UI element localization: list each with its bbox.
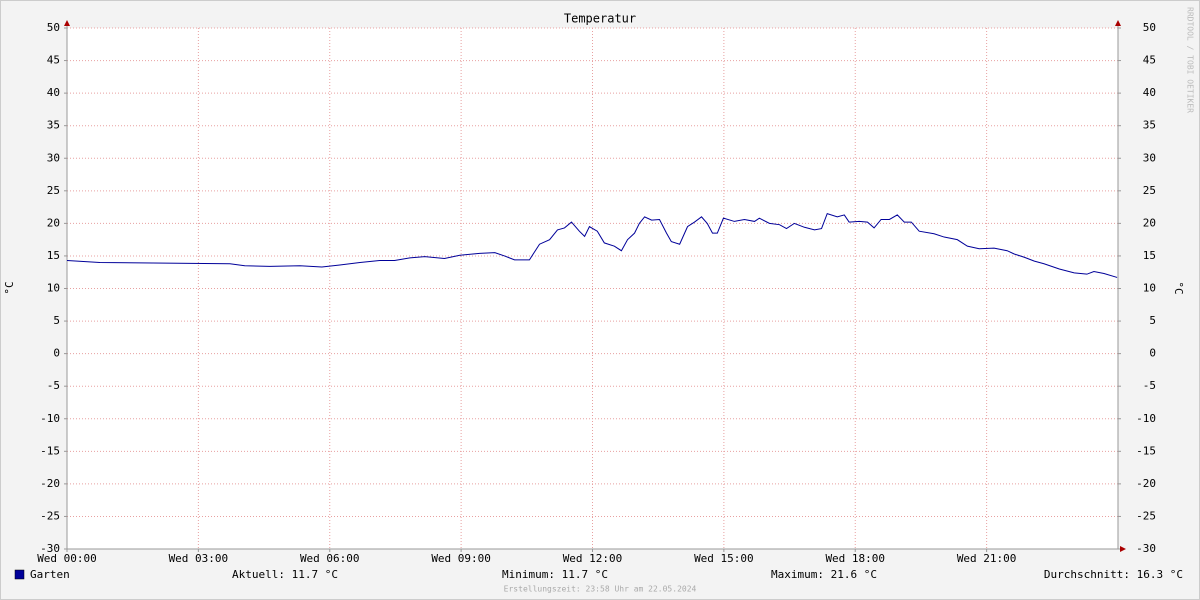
y-tick-label: -5 (47, 379, 60, 392)
y2-tick-label: -25 (1136, 509, 1156, 522)
axis-arrow (64, 20, 70, 26)
y2-tick-label: 5 (1149, 314, 1156, 327)
footer: Erstellungszeit: 23:58 Uhr am 22.05.2024 (504, 585, 697, 594)
y2-tick-label: -30 (1136, 542, 1156, 555)
legend-stat: Minimum: 11.7 °C (502, 568, 608, 581)
legend-stat: Aktuell: 11.7 °C (232, 568, 338, 581)
y-tick-label: -20 (40, 477, 60, 490)
y2-tick-label: 25 (1143, 184, 1156, 197)
y2-tick-label: -20 (1136, 477, 1156, 490)
y2-tick-label: 30 (1143, 151, 1156, 164)
x-tick-label: Wed 00:00 (37, 552, 97, 565)
y2-tick-label: -10 (1136, 412, 1156, 425)
data-line (66, 212, 1118, 278)
y-axis-label: °C (3, 281, 16, 294)
axis-arrow (1115, 20, 1121, 26)
y-tick-label: 50 (47, 21, 60, 34)
x-tick-label: Wed 03:00 (169, 552, 229, 565)
y-tick-label: 0 (53, 347, 60, 360)
x-tick-label: Wed 15:00 (694, 552, 754, 565)
y2-tick-label: -15 (1136, 444, 1156, 457)
y2-tick-label: 20 (1143, 216, 1156, 229)
y-tick-label: 45 (47, 54, 60, 67)
y-tick-label: 35 (47, 119, 60, 132)
y-tick-label: 40 (47, 86, 60, 99)
y2-tick-label: 10 (1143, 282, 1156, 295)
y-tick-label: 30 (47, 151, 60, 164)
x-tick-label: Wed 18:00 (825, 552, 885, 565)
y-tick-label: -15 (40, 444, 60, 457)
y-tick-label: -10 (40, 412, 60, 425)
y2-tick-label: 15 (1143, 249, 1156, 262)
y-tick-label: 5 (53, 314, 60, 327)
y-tick-label: -30 (40, 542, 60, 555)
x-tick-label: Wed 12:00 (563, 552, 623, 565)
y2-tick-label: 45 (1143, 54, 1156, 67)
legend-stat: Durchschnitt: 16.3 °C (1044, 568, 1183, 581)
chart-title: Temperatur (564, 12, 636, 26)
y2-tick-label: 35 (1143, 119, 1156, 132)
y2-tick-label: 50 (1143, 21, 1156, 34)
y-tick-label: 15 (47, 249, 60, 262)
y2-tick-label: 40 (1143, 86, 1156, 99)
y-tick-label: -25 (40, 509, 60, 522)
watermark: RRDTOOL / TOBI OETIKER (1186, 7, 1195, 113)
x-tick-label: Wed 06:00 (300, 552, 360, 565)
legend-swatch (14, 569, 25, 580)
y2-axis-label: °C (1172, 281, 1185, 294)
y2-tick-label: 0 (1149, 347, 1156, 360)
legend-label: Garten (30, 568, 70, 581)
x-tick-label: Wed 21:00 (957, 552, 1017, 565)
legend-stat: Maximum: 21.6 °C (771, 568, 877, 581)
y2-tick-label: -5 (1143, 379, 1156, 392)
y-tick-label: 20 (47, 216, 60, 229)
axis-arrow (1120, 546, 1126, 552)
y-tick-label: 25 (47, 184, 60, 197)
y-tick-label: 10 (47, 282, 60, 295)
x-tick-label: Wed 09:00 (431, 552, 491, 565)
